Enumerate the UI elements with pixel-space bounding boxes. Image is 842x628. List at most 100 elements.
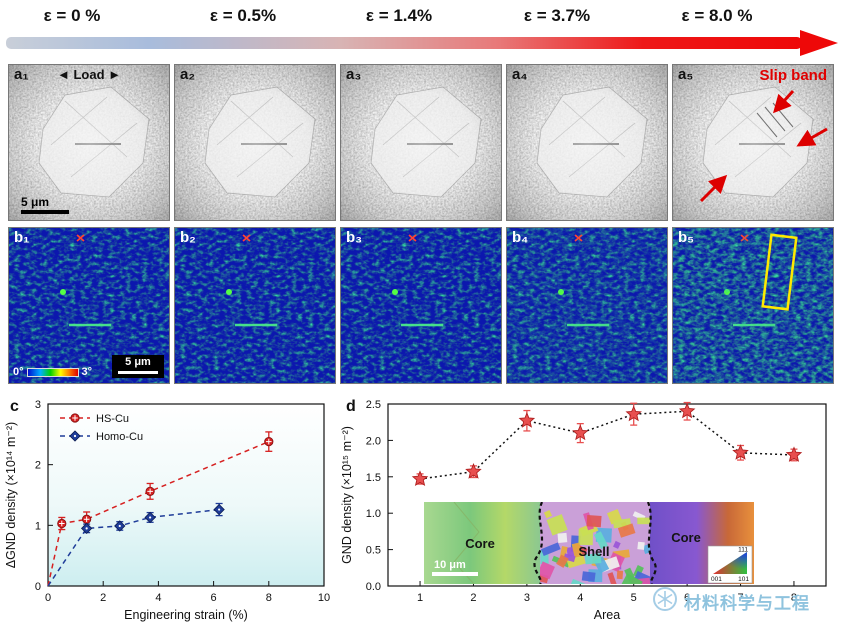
scale-bar-b1-text: 5 μm bbox=[125, 356, 151, 369]
svg-text:4: 4 bbox=[155, 592, 161, 604]
bse-image-a2 bbox=[175, 65, 336, 221]
panel-label-b2: b₂ bbox=[180, 229, 196, 246]
colorbar-gradient bbox=[26, 367, 79, 377]
panel-label-b5: b₅ bbox=[678, 229, 695, 246]
svg-text:3: 3 bbox=[524, 592, 530, 604]
svg-text:0: 0 bbox=[45, 592, 51, 604]
ipf-111-label: 111 bbox=[738, 547, 748, 554]
watermark-logo-icon bbox=[652, 586, 678, 617]
svg-text:Area: Area bbox=[594, 608, 620, 622]
svg-text:5: 5 bbox=[631, 592, 637, 604]
watermark-text: 材料科学与工程 bbox=[684, 594, 810, 613]
scale-bar-a1: 5 μm bbox=[21, 195, 69, 214]
inset-scale-bar-text: 10 μm bbox=[434, 559, 466, 571]
panel-d: d 1 2 3 4 5 6 7 8 0.0 0.5 1.0 1.5 2.0 2.5 Area GND dens… bbox=[338, 396, 842, 626]
svg-text:1: 1 bbox=[417, 592, 423, 604]
ipf-001-label: 001 bbox=[711, 576, 722, 583]
svg-text:2.5: 2.5 bbox=[366, 399, 381, 411]
panel-label-b3: b₃ bbox=[346, 229, 363, 246]
scale-bar-a1-line bbox=[21, 210, 69, 214]
shell-boundary-left bbox=[533, 501, 544, 585]
shell-grains bbox=[540, 509, 650, 584]
load-direction-label: ◄ Load ► bbox=[56, 67, 122, 82]
kam-panel-b5: b₅ bbox=[672, 227, 834, 384]
highlight-rectangle bbox=[761, 233, 798, 311]
panel-label-a2: a₂ bbox=[180, 66, 196, 83]
svg-text:4: 4 bbox=[577, 592, 583, 604]
svg-text:1: 1 bbox=[35, 520, 41, 532]
chart-c: 0 2 4 6 8 10 0 1 2 3 Engineering strain (%) ΔGND de… bbox=[4, 399, 330, 622]
svg-text:GND density (×10¹⁵ m⁻²): GND density (×10¹⁵ m⁻²) bbox=[340, 426, 354, 564]
ipf-color-key: 111 001 101 bbox=[707, 545, 753, 584]
panel-label-a1: a₁ bbox=[14, 66, 29, 83]
micrograph-panel-a3: a₃ bbox=[340, 64, 502, 221]
colorbar-max-label: 3° bbox=[81, 366, 93, 378]
strain-label-0: ε = 0 % bbox=[43, 6, 101, 25]
kam-panel-b2: b₂ bbox=[174, 227, 336, 384]
micrograph-panel-a4: a₄ bbox=[506, 64, 668, 221]
micrograph-panel-a5: a₅ Slip band bbox=[672, 64, 834, 221]
svg-text:8: 8 bbox=[266, 592, 272, 604]
svg-text:0.0: 0.0 bbox=[366, 581, 381, 593]
shell-label: Shell bbox=[578, 544, 609, 559]
scale-bar-b1-line bbox=[118, 371, 158, 374]
scale-bar-a1-text: 5 μm bbox=[21, 195, 50, 209]
kam-panel-b4: b₄ bbox=[506, 227, 668, 384]
kam-colorbar: 0° 3° bbox=[13, 366, 92, 378]
bse-image-a5 bbox=[673, 65, 834, 221]
panel-label-a3: a₃ bbox=[346, 66, 362, 83]
strain-label-3: ε = 3.7% bbox=[523, 6, 591, 25]
svg-text:8: 8 bbox=[791, 592, 797, 604]
core-left-map bbox=[424, 502, 540, 584]
inset-scale-bar-line bbox=[432, 572, 478, 576]
kam-image-b4 bbox=[507, 228, 667, 383]
scale-bar-b1: 5 μm bbox=[112, 355, 164, 378]
kam-panel-b3: b₃ bbox=[340, 227, 502, 384]
core-right-label: Core bbox=[671, 530, 701, 545]
slip-band-annotation: Slip band bbox=[759, 67, 828, 84]
panel-c: c 0 2 4 6 8 10 0 1 2 3 Engineering strain (%) ΔGND … bbox=[2, 396, 338, 626]
svg-text:2: 2 bbox=[470, 592, 476, 604]
svg-text:0: 0 bbox=[35, 581, 41, 593]
svg-text:3: 3 bbox=[35, 399, 41, 411]
svg-text:6: 6 bbox=[684, 592, 690, 604]
svg-text:2: 2 bbox=[35, 460, 41, 472]
ipf-101-label: 101 bbox=[738, 576, 749, 583]
slip-band-arrows bbox=[699, 89, 828, 203]
micrograph-panel-a1: a₁ ◄ Load ► 5 μm bbox=[8, 64, 170, 221]
svg-text:7: 7 bbox=[737, 592, 743, 604]
svg-text:Homo-Cu: Homo-Cu bbox=[96, 431, 143, 443]
kam-image-b3 bbox=[341, 228, 502, 384]
kam-panel-b1: b₁ 0° 3° 5 μm bbox=[8, 227, 170, 384]
panel-d-letter: d bbox=[346, 398, 356, 415]
kam-image-b2 bbox=[175, 228, 336, 384]
panel-label-b1: b₁ bbox=[14, 229, 30, 246]
strain-label-1: ε = 0.5% bbox=[209, 6, 277, 25]
svg-text:1.0: 1.0 bbox=[366, 508, 381, 520]
bse-image-a4 bbox=[507, 65, 668, 221]
watermark: 材料科学与工程 bbox=[652, 586, 810, 617]
kam-image-b5 bbox=[673, 228, 833, 383]
svg-text:1.5: 1.5 bbox=[366, 472, 381, 484]
ebsd-inset: Core Shell Core 10 μm 111 001 101 bbox=[424, 501, 754, 589]
svg-text:ΔGND density (×10¹⁴ m⁻²): ΔGND density (×10¹⁴ m⁻²) bbox=[4, 422, 18, 568]
shell-boundary-right bbox=[646, 501, 657, 585]
svg-text:6: 6 bbox=[211, 592, 217, 604]
core-left-label: Core bbox=[465, 536, 495, 551]
svg-text:2.0: 2.0 bbox=[366, 435, 381, 447]
strain-gradient-arrow bbox=[6, 30, 838, 56]
svg-text:0.5: 0.5 bbox=[366, 545, 381, 557]
colorbar-min-label: 0° bbox=[13, 366, 24, 378]
panel-label-a5: a₅ bbox=[678, 66, 694, 83]
svg-text:10: 10 bbox=[318, 592, 330, 604]
svg-text:Engineering strain (%): Engineering strain (%) bbox=[124, 608, 248, 622]
panel-label-b4: b₄ bbox=[512, 229, 529, 246]
strain-label-4: ε = 8.0 % bbox=[681, 6, 753, 25]
panel-label-a4: a₄ bbox=[512, 66, 528, 83]
bse-image-a3 bbox=[341, 65, 502, 221]
svg-text:2: 2 bbox=[100, 592, 106, 604]
panel-c-letter: c bbox=[10, 398, 19, 415]
svg-text:HS-Cu: HS-Cu bbox=[96, 413, 129, 425]
chart-d: 1 2 3 4 5 6 7 8 0.0 0.5 1.0 1.5 2.0 2.5 Area GND densit… bbox=[340, 399, 827, 622]
